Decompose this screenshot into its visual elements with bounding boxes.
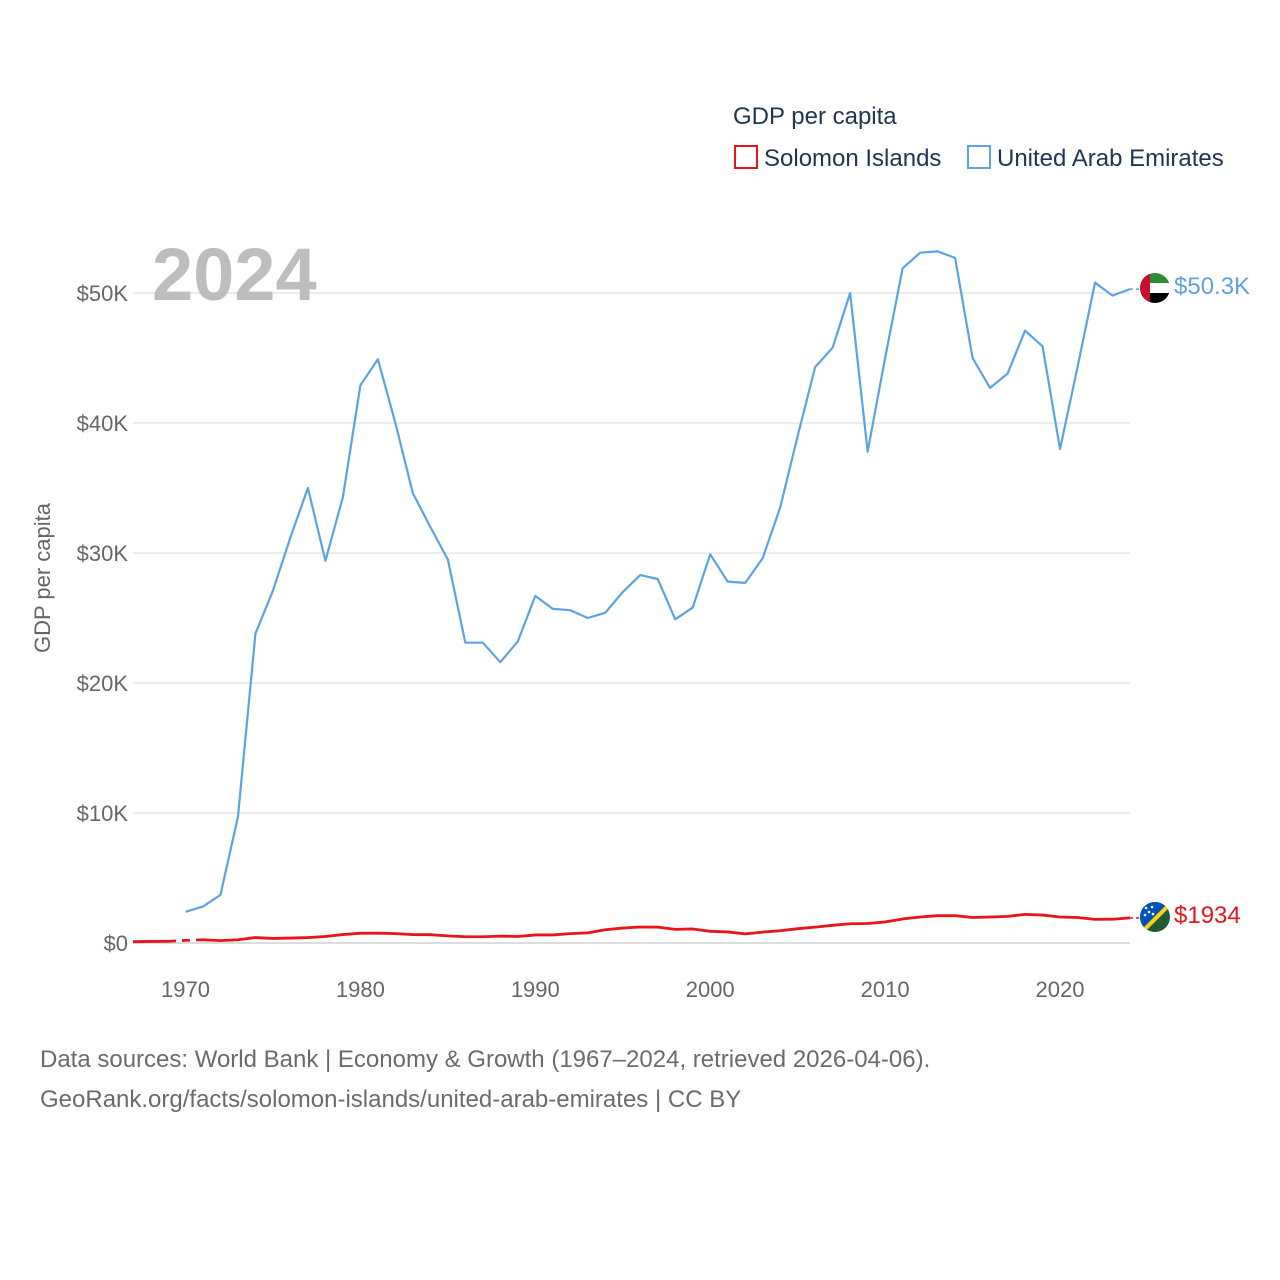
x-axis-ticks: 1970 1980 1990 2000 2010 2020 [161, 977, 1085, 1002]
y-tick-label: $30K [77, 541, 129, 566]
series-lines [132, 250, 1140, 944]
x-tick-label: 1990 [511, 977, 560, 1002]
data-source-note: Data sources: World Bank | Economy & Gro… [40, 1046, 931, 1073]
legend-entry-solomon-islands[interactable]: Solomon Islands [734, 145, 941, 172]
uae-end-value-label: $50.3K [1174, 273, 1250, 300]
y-tick-label: $50K [77, 281, 129, 306]
legend-entry-united-arab-emirates[interactable]: United Arab Emirates [967, 145, 1224, 172]
year-label: 2024 [152, 233, 317, 316]
y-tick-label: $20K [77, 671, 129, 696]
source-link[interactable]: GeoRank.org/facts/solomon-islands/united… [40, 1086, 742, 1113]
series-line-solomon-islands [202, 913, 1131, 943]
legend-label-solomon-islands: Solomon Islands [764, 145, 941, 172]
y-tick-label: $40K [77, 411, 129, 436]
y-tick-label: $0 [104, 931, 128, 956]
legend-swatch-united-arab-emirates [967, 145, 991, 169]
series-line-united-arab-emirates [185, 250, 1131, 913]
solomon-end-value-label: $1934 [1174, 902, 1241, 929]
legend-title: GDP per capita [733, 103, 897, 130]
x-tick-label: 1980 [336, 977, 385, 1002]
footer: Data sources: World Bank | Economy & Gro… [40, 1040, 1260, 1120]
gridlines [133, 292, 1130, 944]
y-tick-label: $10K [77, 801, 129, 826]
series-line-solomon-islands-gap [167, 938, 204, 943]
x-tick-label: 2000 [686, 977, 735, 1002]
legend-swatch-solomon-islands [734, 145, 758, 169]
x-tick-label: 1970 [161, 977, 210, 1002]
uae-flag-icon [1140, 273, 1170, 303]
legend-label-united-arab-emirates: United Arab Emirates [997, 145, 1224, 172]
y-axis-title: GDP per capita [30, 502, 55, 653]
x-tick-label: 2020 [1036, 977, 1085, 1002]
x-tick-label: 2010 [861, 977, 910, 1002]
gdp-line-chart: GDP per capita Solomon Islands United Ar… [30, 103, 1250, 1002]
solomon-islands-flag-icon [1140, 902, 1170, 932]
y-axis-ticks: $0 $10K $20K $30K $40K $50K [77, 281, 129, 956]
